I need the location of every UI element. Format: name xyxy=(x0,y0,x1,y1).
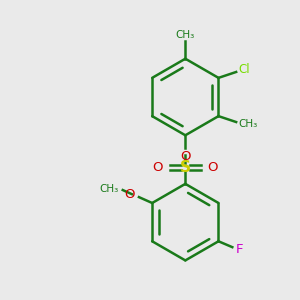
Text: O: O xyxy=(124,188,135,201)
Text: O: O xyxy=(208,161,218,174)
Text: F: F xyxy=(236,243,243,256)
Text: O: O xyxy=(152,161,163,174)
Text: CH₃: CH₃ xyxy=(100,184,119,194)
Text: CH₃: CH₃ xyxy=(176,30,195,40)
Text: O: O xyxy=(180,150,190,163)
Text: Cl: Cl xyxy=(238,63,250,76)
Text: CH₃: CH₃ xyxy=(238,119,258,129)
Text: S: S xyxy=(180,160,191,175)
